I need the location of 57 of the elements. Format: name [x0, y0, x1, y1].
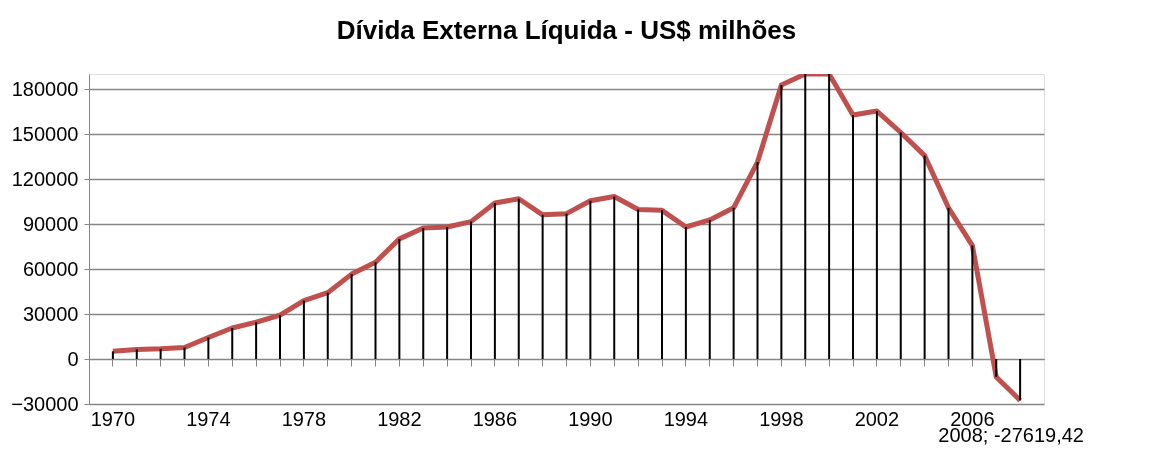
bar [517, 198, 520, 359]
bar [995, 359, 998, 377]
y-tick-label: 150000 [11, 122, 79, 145]
bar [708, 219, 711, 359]
bar [135, 349, 138, 359]
bar [231, 327, 234, 359]
bar [493, 203, 496, 359]
x-tick-label: 1974 [186, 407, 231, 430]
bar [326, 292, 329, 359]
bar [541, 214, 544, 359]
bar [852, 114, 854, 359]
bar [684, 227, 687, 359]
x-tick-label: 1994 [663, 407, 709, 430]
chart-title: Dívida Externa Líquida - US$ milhões [336, 15, 797, 45]
bar [923, 155, 926, 359]
bar [637, 209, 640, 359]
y-tick-label: 60000 [22, 257, 79, 280]
y-tick-label: 30000 [22, 302, 79, 325]
x-tick-label: 2002 [854, 407, 900, 430]
bar [613, 196, 616, 359]
y-tick-label: 120000 [11, 167, 79, 190]
bar [1019, 359, 1022, 401]
y-tick-label: 90000 [22, 212, 79, 235]
x-tick-label: 1970 [90, 407, 136, 430]
x-tick-label: 1986 [472, 407, 518, 430]
bar [159, 348, 162, 359]
bar [279, 315, 281, 359]
bar [804, 74, 807, 359]
bar [589, 200, 592, 359]
bar [732, 207, 735, 359]
bar [183, 347, 186, 359]
bar [947, 207, 950, 359]
bar [828, 74, 831, 359]
bar [661, 210, 663, 359]
bar [255, 322, 258, 359]
y-tick-label: −30000 [11, 392, 79, 415]
x-tick-label: 1978 [281, 407, 327, 430]
bar [422, 228, 425, 359]
bar [470, 221, 472, 359]
bar [398, 238, 401, 359]
x-tick-label: 1998 [759, 407, 804, 430]
x-tick-label: 1990 [568, 407, 613, 430]
y-tick-label: 180000 [11, 77, 79, 100]
bar [446, 227, 449, 359]
bar [350, 274, 353, 359]
bar [207, 337, 210, 359]
bar [899, 132, 902, 359]
bar [111, 351, 114, 359]
bar [565, 213, 568, 359]
bar [875, 111, 878, 359]
x-tick-label: 1982 [377, 407, 422, 430]
bar [971, 245, 974, 359]
bar [302, 300, 305, 359]
bar [780, 85, 783, 359]
bar [374, 262, 377, 359]
y-tick-label: 0 [67, 347, 79, 370]
bar [756, 162, 759, 359]
